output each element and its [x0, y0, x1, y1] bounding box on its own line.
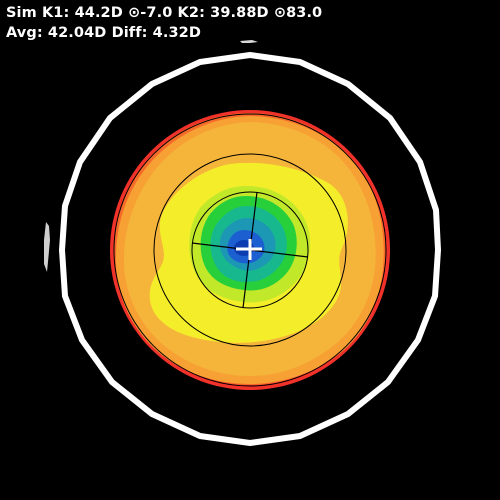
- artifact-speckle-top: [240, 40, 258, 43]
- artifact-speckle-left: [44, 222, 50, 272]
